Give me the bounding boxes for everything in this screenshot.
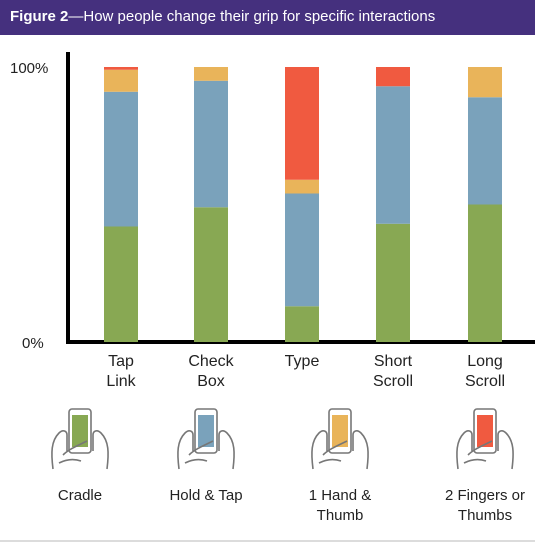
stacked-bar-chart	[66, 52, 535, 344]
category-label-line: Type	[284, 353, 320, 370]
legend-label: 2 Fingers or Thumbs	[425, 486, 535, 526]
category-label-line: Long	[467, 353, 503, 370]
category-label: Long Scroll	[435, 352, 535, 392]
bar-segment-check-box-series-2	[194, 67, 228, 81]
bottom-divider	[0, 540, 535, 542]
category-label: Tap Link	[71, 352, 171, 392]
legend-label-line: Hold & Tap	[169, 487, 243, 504]
category-label-line: Short	[373, 353, 413, 370]
bar-segment-long-scroll-series-0	[468, 204, 502, 342]
phone-hold-tap-icon	[177, 408, 235, 470]
bar-segment-short-scroll-series-0	[376, 223, 410, 342]
bar-segment-short-scroll-series-3	[376, 67, 410, 87]
category-label-line: Link	[106, 373, 136, 390]
bar-segment-type-series-1	[285, 193, 319, 307]
legend-label-line	[146, 506, 266, 526]
legend-label: Hold & Tap	[146, 486, 266, 526]
category-label: Short Scroll	[343, 352, 443, 392]
phone-two-thumbs-icon	[456, 408, 514, 470]
legend-label-line: 1 Hand &	[308, 487, 372, 504]
legend-label-line	[20, 506, 140, 526]
bar-segment-tap-link-series-0	[104, 226, 138, 342]
bar-segment-check-box-series-1	[194, 80, 228, 208]
category-label-line: Box	[197, 373, 225, 390]
bar-segment-type-series-2	[285, 179, 319, 194]
figure-title: —How people change their grip for specif…	[68, 8, 436, 25]
figure-header: Figure 2—How people change their grip fo…	[0, 0, 535, 35]
bar-segment-short-scroll-series-1	[376, 86, 410, 224]
legend-label-line: 2 Fingers or	[444, 487, 526, 504]
legend-label: Cradle	[20, 486, 140, 526]
y-tick-label-top: 100%	[10, 60, 49, 77]
legend-label-line: Thumb	[316, 507, 364, 524]
category-label-line: Scroll	[464, 373, 505, 390]
bar-segment-tap-link-series-1	[104, 91, 138, 227]
bar-segment-type-series-0	[285, 306, 319, 342]
legend-label: 1 Hand & Thumb	[280, 486, 400, 526]
y-tick-label-bottom: 0%	[22, 335, 44, 352]
figure-label: Figure 2	[10, 8, 69, 25]
bar-segment-tap-link-series-3	[104, 67, 138, 70]
category-label-line	[252, 372, 352, 392]
legend-label-line: Thumbs	[457, 507, 513, 524]
legend-label-line: Cradle	[57, 487, 103, 504]
category-label-line: Check	[188, 353, 234, 370]
category-label: Type	[252, 352, 352, 392]
phone-one-hand-icon	[311, 408, 369, 470]
bar-segment-tap-link-series-2	[104, 69, 138, 92]
category-label-line: Tap	[108, 353, 134, 370]
bar-segment-check-box-series-0	[194, 207, 228, 342]
bar-segment-type-series-3	[285, 67, 319, 180]
phone-cradle-icon	[51, 408, 109, 470]
bar-segment-long-scroll-series-2	[468, 67, 502, 98]
category-label: Check Box	[161, 352, 261, 392]
bar-segment-long-scroll-series-1	[468, 97, 502, 205]
category-label-line: Scroll	[372, 373, 413, 390]
